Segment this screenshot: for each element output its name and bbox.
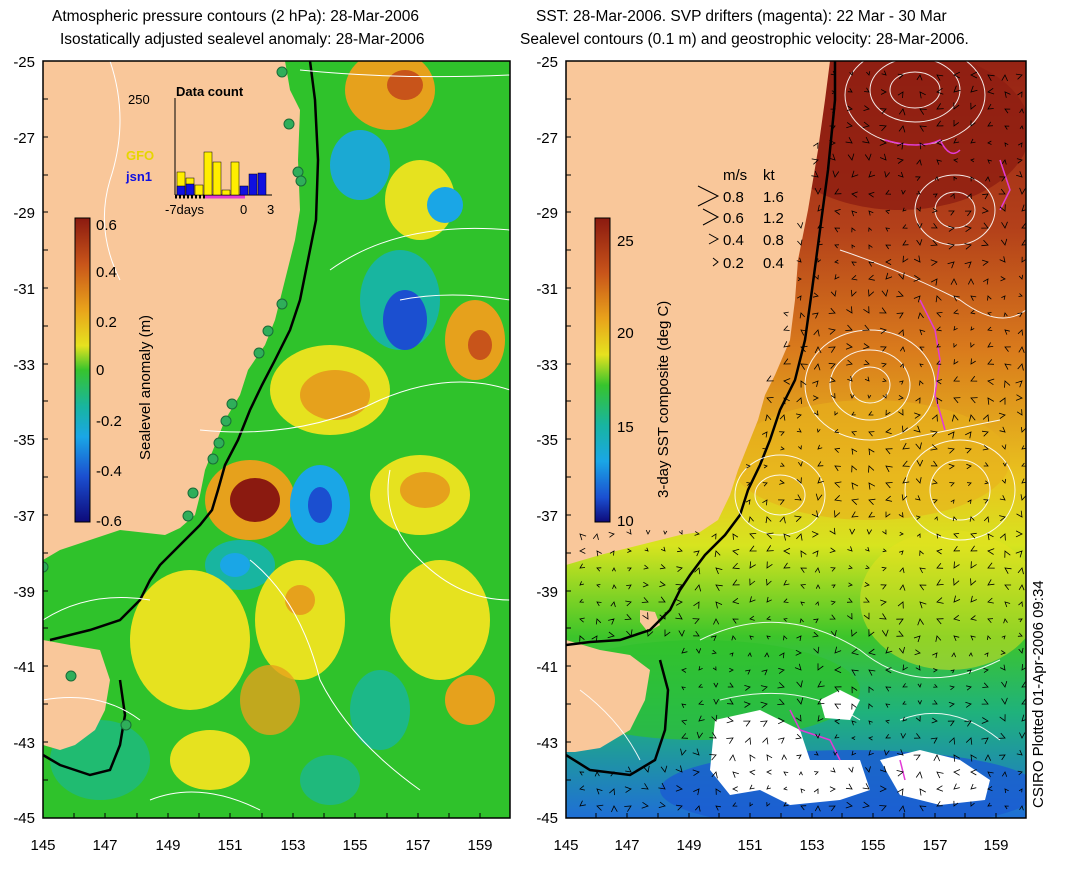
sst-tick: 20 bbox=[617, 325, 634, 342]
y-tick-label: -41 bbox=[536, 659, 558, 676]
right-x-axis: 145 147 149 151 153 155 157 159 bbox=[553, 837, 1008, 854]
sla-tick: -0.2 bbox=[96, 413, 122, 430]
left-ticks bbox=[43, 98, 481, 818]
y-tick-label: -37 bbox=[13, 508, 35, 525]
sla-tick: -0.6 bbox=[96, 513, 122, 530]
sla-tick: -0.4 bbox=[96, 463, 122, 480]
sst-tick: 10 bbox=[617, 513, 634, 530]
y-tick-label: -33 bbox=[13, 357, 35, 374]
velocity-legend-kt: 1.2 bbox=[763, 210, 784, 227]
y-tick-label: -27 bbox=[536, 130, 558, 147]
x-tick-label: 155 bbox=[860, 837, 885, 854]
velocity-legend-kt: 1.6 bbox=[763, 189, 784, 206]
x-tick-label: 157 bbox=[405, 837, 430, 854]
inset-legend-gfo: GFO bbox=[126, 148, 154, 163]
right-title-line1: SST: 28-Mar-2006. SVP drifters (magenta)… bbox=[536, 8, 947, 25]
x-tick-label: 159 bbox=[467, 837, 492, 854]
inset-xlabel: 0 bbox=[240, 202, 247, 217]
y-tick-label: -25 bbox=[13, 54, 35, 71]
velocity-legend-ms-header: m/s bbox=[723, 167, 747, 184]
inset-xlabel: -7days bbox=[165, 202, 205, 217]
y-tick-label: -31 bbox=[536, 281, 558, 298]
right-ticks bbox=[566, 98, 997, 818]
y-tick-label: -35 bbox=[536, 432, 558, 449]
velocity-legend-ms: 0.8 bbox=[723, 189, 744, 206]
left-map bbox=[43, 61, 510, 818]
velocity-legend-kt: 0.8 bbox=[763, 232, 784, 249]
y-tick-label: -37 bbox=[536, 508, 558, 525]
sst-tick: 25 bbox=[617, 233, 634, 250]
sla-colorbar-ticks: 0.6 0.4 0.2 0 -0.2 -0.4 -0.6 bbox=[96, 217, 122, 530]
sla-colorbar-label: Sealevel anomaly (m) bbox=[137, 315, 154, 460]
x-tick-label: 159 bbox=[983, 837, 1008, 854]
inset-legend-jsn1: jsn1 bbox=[125, 169, 152, 184]
inset-title: Data count bbox=[176, 84, 244, 99]
left-y-axis: -25 -27 -29 -31 -33 -35 -37 -39 -41 -43 … bbox=[13, 54, 35, 827]
y-tick-label: -33 bbox=[536, 357, 558, 374]
x-tick-label: 145 bbox=[553, 837, 578, 854]
y-tick-label: -29 bbox=[536, 205, 558, 222]
y-tick-label: -39 bbox=[536, 584, 558, 601]
x-tick-label: 155 bbox=[342, 837, 367, 854]
y-tick-label: -25 bbox=[536, 54, 558, 71]
y-tick-label: -27 bbox=[13, 130, 35, 147]
x-tick-label: 147 bbox=[92, 837, 117, 854]
inset-xlabel: 3 bbox=[267, 202, 274, 217]
x-tick-label: 149 bbox=[676, 837, 701, 854]
x-tick-label: 149 bbox=[155, 837, 180, 854]
y-tick-label: -43 bbox=[536, 735, 558, 752]
sla-tick: 0 bbox=[96, 362, 104, 379]
left-x-axis: 145 147 149 151 153 155 157 159 bbox=[30, 837, 492, 854]
right-title-line2: Sealevel contours (0.1 m) and geostrophi… bbox=[520, 31, 969, 48]
y-tick-label: -31 bbox=[13, 281, 35, 298]
x-tick-label: 153 bbox=[280, 837, 305, 854]
sla-colorbar bbox=[74, 217, 91, 523]
x-tick-label: 147 bbox=[614, 837, 639, 854]
velocity-legend-kt-header: kt bbox=[763, 167, 776, 184]
y-tick-label: -29 bbox=[13, 205, 35, 222]
plot-credit: CSIRO Plotted 01-Apr-2006 09:34 bbox=[1030, 580, 1047, 808]
inset-ymax: 250 bbox=[128, 92, 150, 107]
y-tick-label: -43 bbox=[13, 735, 35, 752]
y-tick-label: -35 bbox=[13, 432, 35, 449]
sla-tick: 0.2 bbox=[96, 314, 117, 331]
y-tick-label: -41 bbox=[13, 659, 35, 676]
y-tick-label: -45 bbox=[536, 810, 558, 827]
left-title-line1: Atmospheric pressure contours (2 hPa): 2… bbox=[52, 8, 419, 25]
sla-tick: 0.4 bbox=[96, 264, 117, 281]
velocity-legend-ms: 0.2 bbox=[723, 255, 744, 272]
velocity-arrows bbox=[579, 70, 1026, 813]
velocity-field bbox=[579, 70, 1026, 813]
right-y-axis: -25 -27 -29 -31 -33 -35 -37 -39 -41 -43 … bbox=[536, 54, 558, 827]
x-tick-label: 151 bbox=[217, 837, 242, 854]
sst-colorbar-ticks: 25 20 15 10 bbox=[617, 233, 634, 530]
y-tick-label: -45 bbox=[13, 810, 35, 827]
sst-colorbar bbox=[594, 217, 611, 523]
x-tick-label: 153 bbox=[799, 837, 824, 854]
sla-tick: 0.6 bbox=[96, 217, 117, 234]
y-tick-label: -39 bbox=[13, 584, 35, 601]
data-count-inset: Data count 250 GFO jsn1 -7days 0 3 bbox=[125, 84, 274, 217]
right-map bbox=[566, 61, 1026, 818]
velocity-legend-ms: 0.4 bbox=[723, 232, 744, 249]
velocity-legend: m/s kt 0.8 1.6 0.6 1.2 0.4 0.8 0.2 0.4 bbox=[697, 167, 784, 272]
velocity-legend-kt: 0.4 bbox=[763, 255, 784, 272]
left-title-line2: Isostatically adjusted sealevel anomaly:… bbox=[60, 31, 425, 48]
x-tick-label: 151 bbox=[737, 837, 762, 854]
velocity-legend-ms: 0.6 bbox=[723, 210, 744, 227]
x-tick-label: 157 bbox=[922, 837, 947, 854]
x-tick-label: 145 bbox=[30, 837, 55, 854]
sst-tick: 15 bbox=[617, 419, 634, 436]
sst-colorbar-label: 3-day SST composite (deg C) bbox=[655, 301, 672, 498]
